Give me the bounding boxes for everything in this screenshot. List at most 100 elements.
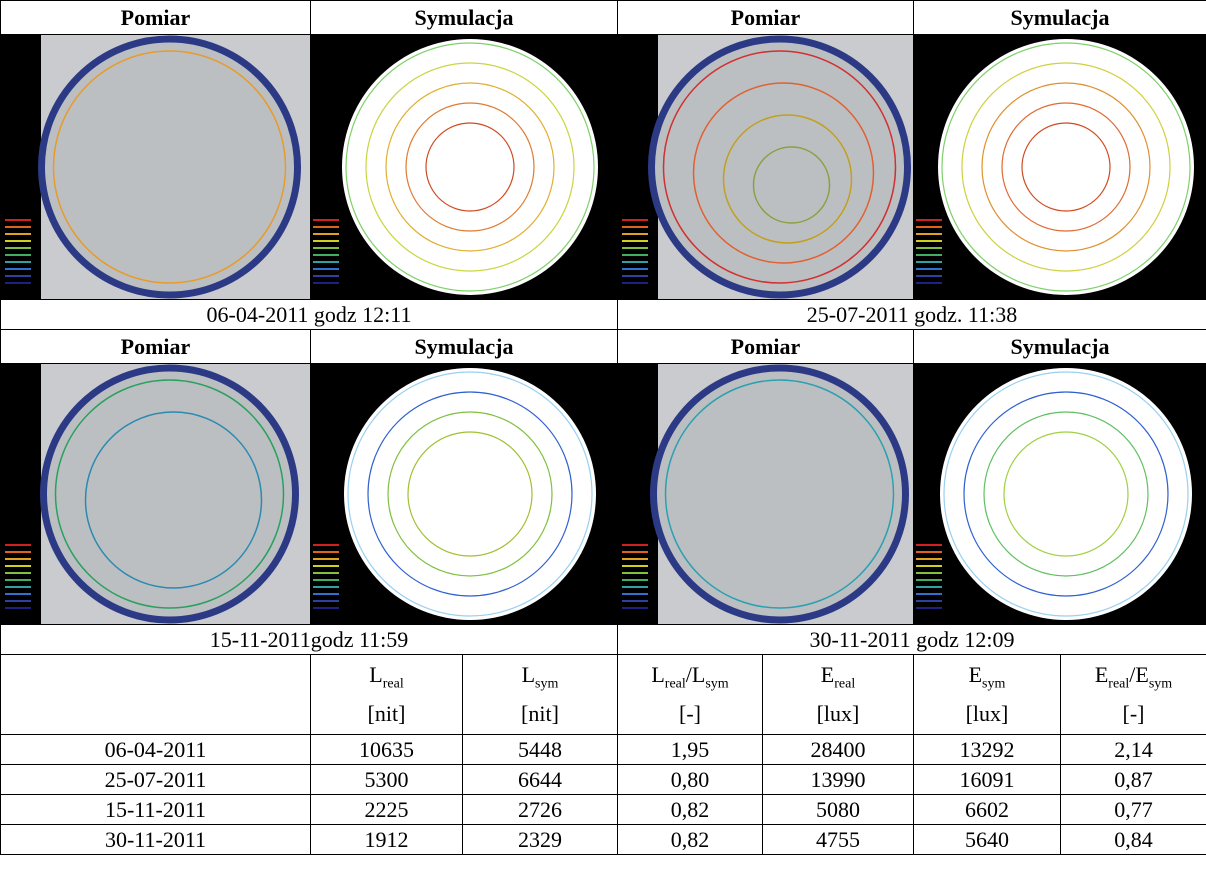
legend-swatch [313,268,339,270]
empty-header-cell [1,655,311,735]
data-cell: 10635 [311,735,463,765]
legend-swatch [313,219,339,221]
symbol-base: L [522,662,535,687]
legend-swatch [916,233,942,235]
legend-swatch [5,558,31,560]
data-cell: 0,82 [618,795,763,825]
image-cell [914,364,1206,625]
legend-swatch [622,558,648,560]
legend-swatch [5,565,31,567]
table-header: Lreal[nit] [311,655,463,735]
legend-swatch [916,579,942,581]
image-cell [1,35,311,300]
legend-swatch [916,607,942,609]
legend-swatch [5,247,31,249]
column-header: Pomiar [1,1,311,35]
sky-dome [938,39,1194,295]
simulation-image [914,35,1206,299]
page: PomiarSymulacjaPomiarSymulacja06-04-2011… [0,0,1206,871]
legend-swatch [313,544,339,546]
caption: 25-07-2011 godz. 11:38 [618,300,1206,330]
quantity-symbol: Lsym [463,660,617,699]
sky-dome [344,368,596,620]
image-row [1,35,1206,300]
legend-swatch [313,558,339,560]
data-cell: 2225 [311,795,463,825]
table-header-row: Lreal[nit]Lsym[nit]Lreal/Lsym[-]Ereal[lu… [1,655,1206,735]
column-header: Symulacja [311,330,618,364]
legend-swatch [5,240,31,242]
quantity-symbol: Ereal/Esym [1061,660,1206,699]
data-cell: 4755 [763,825,914,855]
legend-swatch [313,565,339,567]
column-header: Pomiar [618,330,914,364]
legend-swatch [5,593,31,595]
measurement-image [618,35,913,299]
table-body: PomiarSymulacjaPomiarSymulacja06-04-2011… [1,1,1206,855]
legend-swatch [313,261,339,263]
legend-swatch [5,600,31,602]
data-cell: 5080 [763,795,914,825]
legend-swatch [916,551,942,553]
caption: 30-11-2011 godz 12:09 [618,625,1206,655]
legend-swatch [622,572,648,574]
symbol-subscript: real [665,676,686,691]
quantity-symbol: Lreal/Lsym [618,660,762,699]
data-cell: 5300 [311,765,463,795]
column-header: Symulacja [914,330,1206,364]
data-cell: 2,14 [1061,735,1206,765]
sky-dome [44,368,296,620]
unit: [-] [618,699,762,729]
row-label: 06-04-2011 [1,735,311,765]
data-cell: 0,80 [618,765,763,795]
measurement-image [618,364,913,624]
data-cell: 6602 [914,795,1061,825]
image-cell [311,35,618,300]
legend-swatch [5,544,31,546]
data-cell: 5448 [463,735,618,765]
legend-swatch [916,544,942,546]
unit: [lux] [763,699,913,729]
symbol-base: /L [686,662,706,687]
legend-swatch [5,607,31,609]
legend-swatch [622,261,648,263]
legend-swatch [622,282,648,284]
legend-swatch [916,565,942,567]
legend-swatch [313,282,339,284]
legend-swatch [622,219,648,221]
sky-dome [654,368,906,620]
quantity-symbol: Esym [914,660,1060,699]
legend-swatch [313,593,339,595]
sky-dome [342,39,598,295]
legend-swatch [622,565,648,567]
legend-swatch [916,240,942,242]
legend-swatch [5,282,31,284]
data-row: 25-07-2011530066440,8013990160910,87 [1,765,1206,795]
legend-swatch [313,572,339,574]
legend-swatch [313,240,339,242]
column-header: Pomiar [618,1,914,35]
column-header: Symulacja [914,1,1206,35]
column-header: Symulacja [311,1,618,35]
unit: [-] [1061,699,1206,729]
legend-swatch [916,261,942,263]
simulation-image [914,364,1206,624]
caption-row: 06-04-2011 godz 12:1125-07-2011 godz. 11… [1,300,1206,330]
simulation-image [311,364,617,624]
legend-swatch [622,226,648,228]
data-cell: 2726 [463,795,618,825]
table-header: Esym[lux] [914,655,1061,735]
row-label: 30-11-2011 [1,825,311,855]
legend-swatch [5,268,31,270]
sky-dome [652,39,908,295]
image-cell [914,35,1206,300]
legend-swatch [622,233,648,235]
legend-swatch [5,219,31,221]
data-cell: 13990 [763,765,914,795]
legend-swatch [5,275,31,277]
symbol-base: /E [1129,662,1149,687]
legend-swatch [622,551,648,553]
data-cell: 2329 [463,825,618,855]
legend-swatch [5,226,31,228]
